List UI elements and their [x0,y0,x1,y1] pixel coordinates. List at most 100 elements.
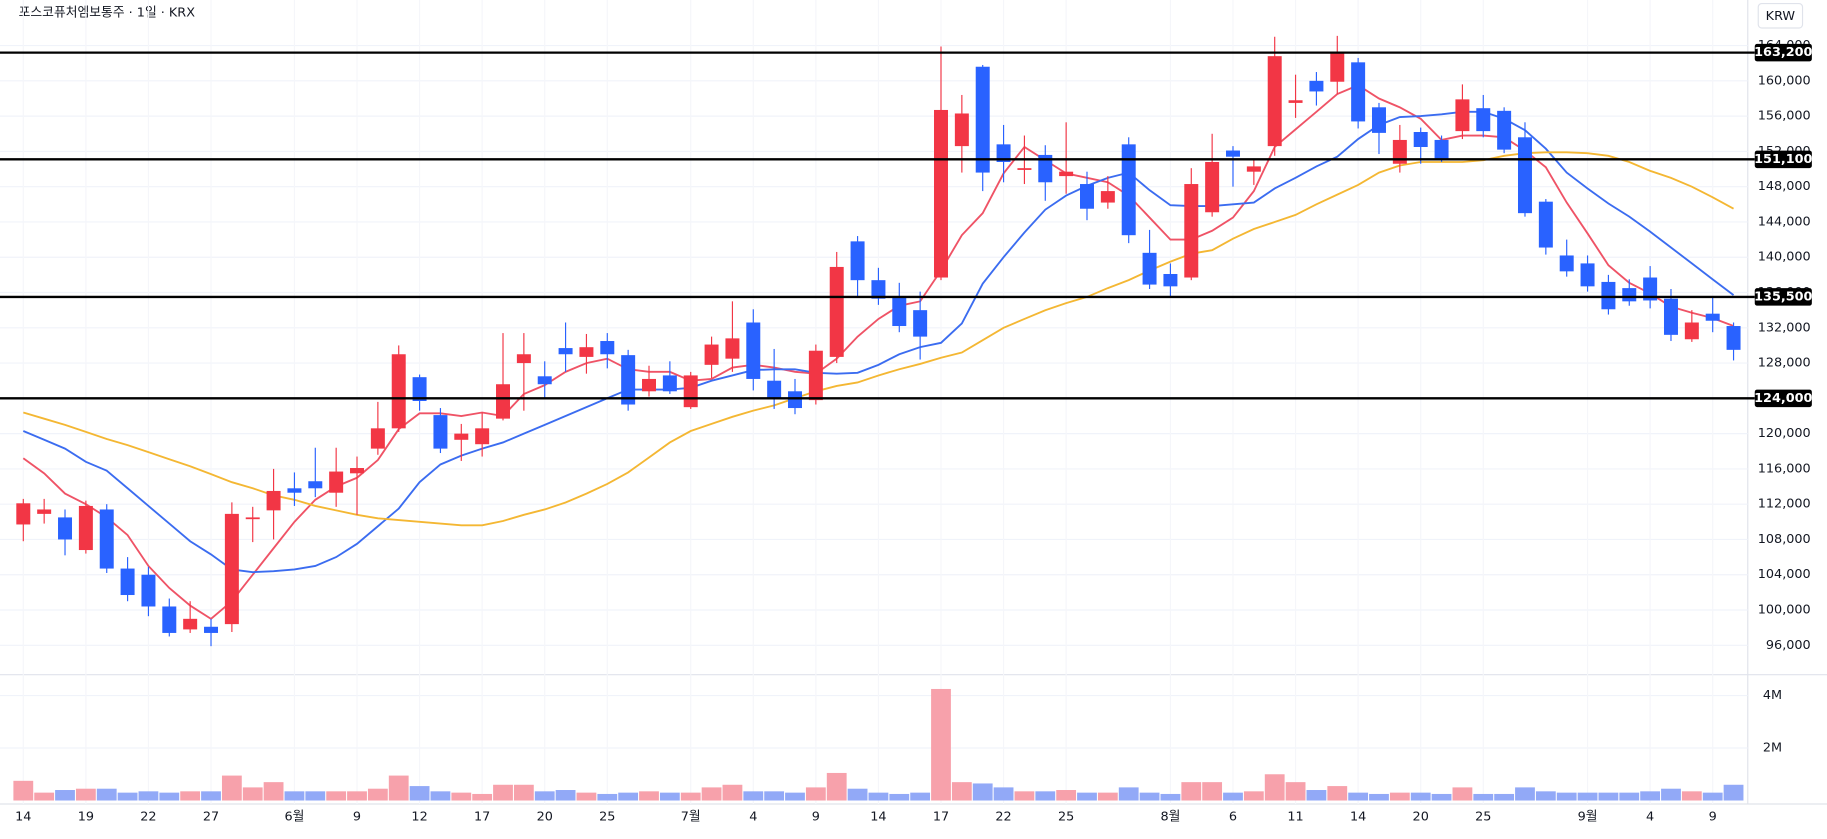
volume-bar [34,792,55,801]
candle-body [1684,322,1699,340]
price-level-box [1754,43,1812,62]
candle-body [850,241,865,281]
candle-body [1142,252,1157,285]
volume-bar [201,791,221,801]
candle-body [1726,326,1741,350]
x-tick-label: 22 [995,809,1011,824]
candle-body [1705,313,1720,321]
x-tick-label: 17 [474,809,490,824]
candle-body [1330,52,1345,82]
volume-bar [305,791,326,801]
candle-body [1226,150,1240,157]
candle-body [1246,166,1261,172]
candle-body [1455,99,1470,132]
volume-bar [576,792,597,801]
candle-body [16,503,31,525]
candle-body [1643,277,1658,301]
candle-body [1267,56,1282,147]
candle-body [1663,298,1678,335]
x-tick-label: 25 [1475,809,1491,824]
candle-body [496,384,510,419]
candle-body [996,144,1011,162]
price-level-box [1754,150,1812,169]
volume-bar [13,780,34,801]
volume-bar [1014,791,1035,801]
volume-bar [1389,792,1410,801]
price-level-label: 124,000 [1754,391,1812,406]
candle-body [913,310,928,337]
volume-bar [138,791,159,801]
price-level-label: 135,500 [1754,289,1812,304]
candle-body [1351,62,1366,122]
candle-body [829,266,844,357]
y-tick-label: 116,000 [1758,461,1811,476]
x-tick-label: 6월 [284,809,304,824]
volume-bar [972,783,993,801]
volume-bar [493,784,513,801]
x-tick-label: 12 [411,809,427,824]
x-tick-label: 11 [1287,809,1303,824]
candle-body [1538,201,1553,248]
candle-body [78,505,93,551]
candle-body [1622,288,1637,302]
volume-bar [1577,792,1598,801]
volume-bar [159,792,180,801]
candle-body [350,468,365,474]
volume-bar [743,791,764,801]
volume-bar [534,791,555,801]
candle-body [99,509,114,569]
volume-bar [597,793,618,801]
volume-bar [326,791,347,801]
volume-bar [785,792,805,801]
candle-body [1038,154,1053,183]
volume-bar [659,792,680,801]
y-tick-label: 160,000 [1758,73,1811,88]
candle-body [37,509,52,514]
candle-body [1559,255,1574,272]
candle-body [788,391,802,409]
volume-bar [639,791,659,801]
candle-body [162,606,177,633]
candle-body [704,344,719,365]
volume-bar [388,775,409,801]
candle-body [1059,171,1074,177]
candle-body [329,471,344,493]
candle-body [1184,184,1199,278]
volume-bar [263,782,284,801]
candle-body [934,109,948,278]
volume-bar [1556,792,1577,801]
volume-bar [1306,790,1327,801]
candle-body [1163,273,1178,287]
candle-body [245,517,260,520]
volume-bar [618,792,639,801]
candle-body [58,517,73,540]
volume-bar [1077,792,1097,801]
candle-body [454,433,469,440]
candle-body [141,574,156,607]
candle-body [391,354,406,429]
moving-average-line [22,110,1735,574]
volume-bar [1243,791,1264,801]
candle-body [1517,137,1532,214]
volume-bar [409,786,430,801]
currency-button[interactable] [1757,2,1804,29]
candle-body [1476,108,1491,132]
volume-bar [931,688,951,801]
currency-label[interactable]: KRW [1766,9,1796,24]
x-tick-label: 22 [140,809,156,824]
y-tick-label: 128,000 [1758,356,1811,371]
x-tick-label: 9 [353,809,361,824]
volume-bar [1160,793,1181,801]
candle-body [120,568,135,596]
volume-bar [451,792,472,801]
x-tick-label: 14 [870,809,886,824]
x-tick-label: 4 [1646,809,1654,824]
volume-bar [1515,787,1535,801]
volume-bar [1535,791,1556,801]
x-tick-label: 20 [1413,809,1429,824]
y-tick-label: 96,000 [1766,638,1811,653]
volume-bar [847,788,868,801]
x-tick-label: 9 [1709,809,1717,824]
